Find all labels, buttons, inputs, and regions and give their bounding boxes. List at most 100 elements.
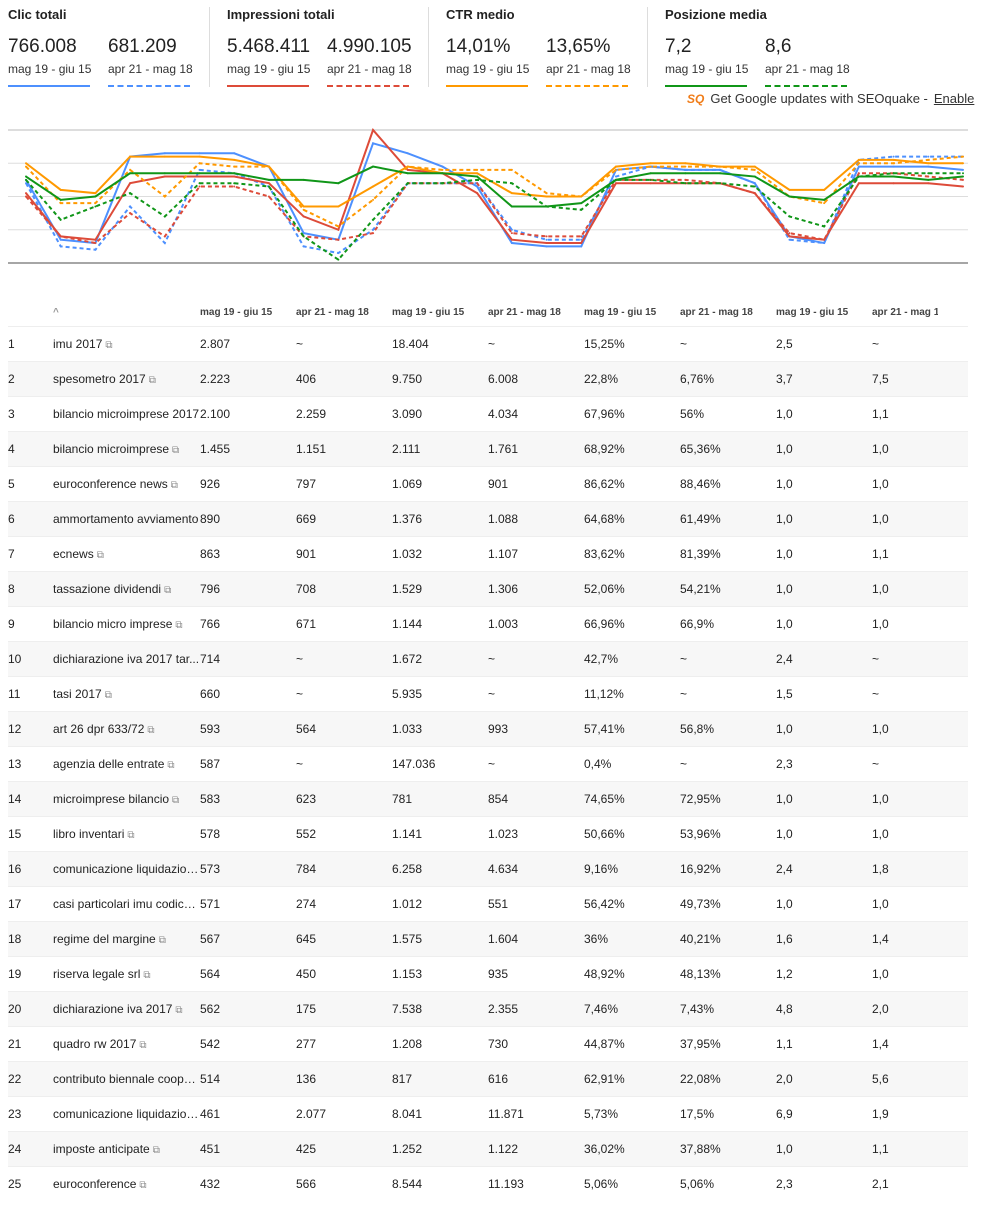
external-link-icon[interactable]: ⧉ xyxy=(105,340,113,351)
query-cell[interactable]: riserva legale srl ⧉ xyxy=(53,956,200,992)
column-header-4[interactable]: mag 19 - giu 15 xyxy=(584,307,657,318)
external-link-icon[interactable]: ⧉ xyxy=(148,375,156,386)
query-text[interactable]: ecnews xyxy=(53,547,94,561)
query-cell[interactable]: tassazione dividendi ⧉ xyxy=(53,571,200,607)
metric-cell: 5,06% xyxy=(680,1166,776,1201)
query-cell[interactable]: comunicazione liquidazion... xyxy=(53,1096,200,1132)
query-text[interactable]: euroconference news xyxy=(53,477,168,491)
column-header-7[interactable]: apr 21 - mag 18 xyxy=(872,307,938,318)
external-link-icon[interactable]: ⧉ xyxy=(96,550,104,561)
query-cell[interactable]: quadro rw 2017 ⧉ xyxy=(53,1026,200,1062)
query-text[interactable]: dichiarazione iva 2017 tar... xyxy=(53,652,200,666)
query-sort-header[interactable]: ^ xyxy=(53,307,59,318)
query-text[interactable]: imu 2017 xyxy=(53,337,103,351)
external-link-icon[interactable]: ⧉ xyxy=(158,935,166,946)
query-cell[interactable]: tasi 2017 ⧉ xyxy=(53,676,200,712)
query-text[interactable]: quadro rw 2017 xyxy=(53,1037,137,1051)
spacer-cell xyxy=(938,466,968,502)
query-text[interactable]: bilancio micro imprese xyxy=(53,617,173,631)
query-cell[interactable]: dichiarazione iva 2017 tar... xyxy=(53,641,200,677)
external-link-icon[interactable]: ⧉ xyxy=(172,795,180,806)
query-text[interactable]: dichiarazione iva 2017 xyxy=(53,1002,173,1016)
metric-cell: 1,0 xyxy=(776,1131,872,1167)
external-link-icon[interactable]: ⧉ xyxy=(139,1180,147,1191)
query-text[interactable]: comunicazione liquidazion... xyxy=(53,1107,200,1121)
query-text[interactable]: casi particolari imu codice... xyxy=(53,897,200,911)
column-header-6[interactable]: mag 19 - giu 15 xyxy=(776,307,849,318)
query-text[interactable]: bilancio microimprese 2017 xyxy=(53,407,200,421)
external-link-icon[interactable]: ⧉ xyxy=(164,585,172,596)
query-cell[interactable]: euroconference ⧉ xyxy=(53,1166,200,1201)
query-text[interactable]: microimprese bilancio xyxy=(53,792,170,806)
column-header-1[interactable]: apr 21 - mag 18 xyxy=(296,307,369,318)
query-cell[interactable]: microimprese bilancio ⧉ xyxy=(53,781,200,817)
query-text[interactable]: agenzia delle entrate xyxy=(53,757,165,771)
query-text[interactable]: libro inventari xyxy=(53,827,125,841)
query-cell[interactable]: euroconference news ⧉ xyxy=(53,466,200,502)
query-text[interactable]: imposte anticipate xyxy=(53,1142,150,1156)
metric-cell: 1,0 xyxy=(872,781,938,817)
external-link-icon[interactable]: ⧉ xyxy=(104,690,112,701)
external-link-icon[interactable]: ⧉ xyxy=(170,480,178,491)
data-point xyxy=(614,175,617,178)
external-link-icon[interactable]: ⧉ xyxy=(167,760,175,771)
query-text[interactable]: tasi 2017 xyxy=(53,687,102,701)
external-link-icon[interactable]: ⧉ xyxy=(152,1145,160,1156)
query-cell[interactable]: bilancio microimprese 2017 xyxy=(53,396,200,432)
query-cell[interactable]: contributo biennale coope... xyxy=(53,1061,200,1097)
table-row: 25 euroconference ⧉ 432 566 8.544 11.193 5,06% 5… xyxy=(8,1166,968,1201)
external-link-icon[interactable]: ⧉ xyxy=(175,620,183,631)
query-cell[interactable]: imposte anticipate ⧉ xyxy=(53,1131,200,1167)
query-text[interactable]: euroconference xyxy=(53,1177,137,1191)
query-text[interactable]: spesometro 2017 xyxy=(53,372,146,386)
query-text[interactable]: comunicazione liquidazion... xyxy=(53,862,200,876)
query-cell[interactable]: agenzia delle entrate ⧉ xyxy=(53,746,200,782)
spacer-cell xyxy=(938,571,968,607)
seoquake-enable-link[interactable]: Enable xyxy=(933,91,975,106)
metric-card-3[interactable]: Posizione media 7,2 mag 19 - giu 15 8,6 apr … xyxy=(657,0,867,88)
query-text[interactable]: tassazione dividendi xyxy=(53,582,162,596)
metric-cell: 274 xyxy=(296,886,392,922)
metric-card-0[interactable]: Clic totali 766.008 mag 19 - giu 15 681.209… xyxy=(0,0,210,88)
column-header-5[interactable]: apr 21 - mag 18 xyxy=(680,307,753,318)
query-cell[interactable]: casi particolari imu codice... xyxy=(53,886,200,922)
spacer-cell xyxy=(938,501,968,537)
query-cell[interactable]: art 26 dpr 633/72 ⧉ xyxy=(53,711,200,747)
external-link-icon[interactable]: ⧉ xyxy=(147,725,155,736)
metric-cell: 583 xyxy=(200,781,296,817)
query-cell[interactable]: dichiarazione iva 2017 ⧉ xyxy=(53,991,200,1027)
metric-card-2[interactable]: CTR medio 14,01% mag 19 - giu 15 13,65% apr … xyxy=(438,0,648,88)
metric-cell: 461 xyxy=(200,1096,296,1132)
query-text[interactable]: ammortamento avviamento xyxy=(53,512,199,526)
external-link-icon[interactable]: ⧉ xyxy=(175,1005,183,1016)
query-cell[interactable]: ammortamento avviamento xyxy=(53,501,200,537)
column-header-2[interactable]: mag 19 - giu 15 xyxy=(392,307,465,318)
query-text[interactable]: bilancio microimprese xyxy=(53,442,170,456)
external-link-icon[interactable]: ⧉ xyxy=(127,830,135,841)
metric-cell: 796 xyxy=(200,571,296,607)
query-cell[interactable]: regime del margine ⧉ xyxy=(53,921,200,957)
external-link-icon[interactable]: ⧉ xyxy=(143,970,151,981)
external-link-icon[interactable]: ⧉ xyxy=(172,445,180,456)
query-cell[interactable]: libro inventari ⧉ xyxy=(53,816,200,852)
query-cell[interactable]: comunicazione liquidazion... xyxy=(53,851,200,887)
query-text[interactable]: art 26 dpr 633/72 xyxy=(53,722,145,736)
external-link-icon[interactable]: ⧉ xyxy=(139,1040,147,1051)
metric-card-1[interactable]: Impressioni totali 5.468.411 mag 19 - giu … xyxy=(219,0,429,88)
spacer-cell xyxy=(938,641,968,677)
query-cell[interactable]: bilancio micro imprese ⧉ xyxy=(53,606,200,642)
query-cell[interactable]: ecnews ⧉ xyxy=(53,536,200,572)
metric-current-value: 766.008 xyxy=(8,36,77,57)
query-text[interactable]: riserva legale srl xyxy=(53,967,141,981)
metric-cell: 1.604 xyxy=(488,921,584,957)
column-header-3[interactable]: apr 21 - mag 18 xyxy=(488,307,561,318)
query-cell[interactable]: bilancio microimprese ⧉ xyxy=(53,431,200,467)
query-cell[interactable]: imu 2017 ⧉ xyxy=(53,326,200,362)
metric-cell: 1,0 xyxy=(776,431,872,467)
query-cell[interactable]: spesometro 2017 ⧉ xyxy=(53,361,200,397)
query-text[interactable]: regime del margine xyxy=(53,932,156,946)
query-text[interactable]: contributo biennale coope... xyxy=(53,1072,200,1086)
metric-previous-value: 13,65% xyxy=(546,36,611,57)
metric-previous-legend-line xyxy=(765,85,847,87)
column-header-0[interactable]: mag 19 - giu 15 xyxy=(200,307,273,318)
